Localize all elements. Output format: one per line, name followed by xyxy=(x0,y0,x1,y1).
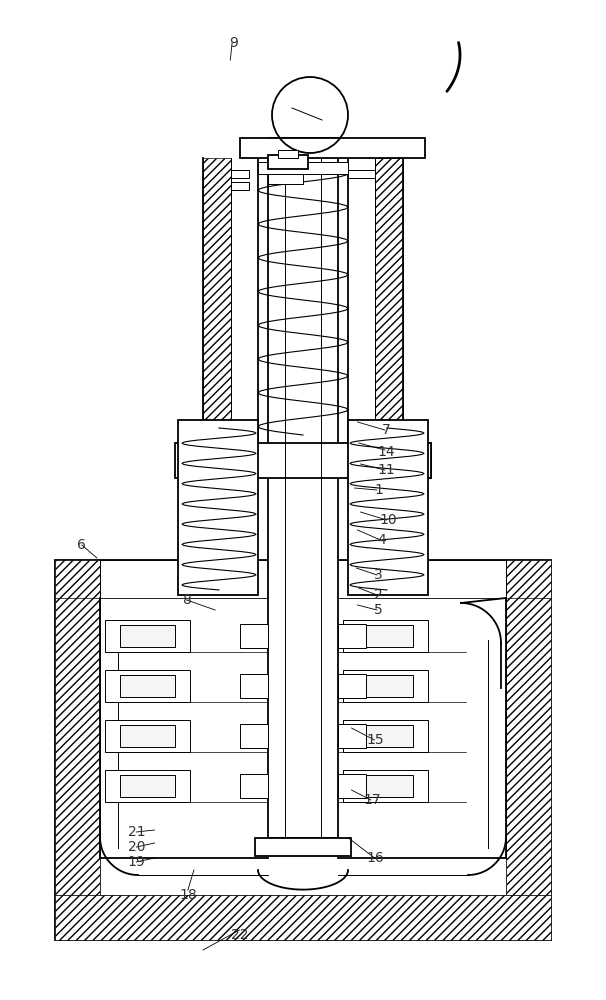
Bar xyxy=(100,560,506,598)
Text: 9: 9 xyxy=(229,36,238,50)
Bar xyxy=(175,443,431,478)
Bar xyxy=(240,674,268,698)
Text: 14: 14 xyxy=(378,445,396,459)
Bar xyxy=(338,624,366,648)
Text: 6: 6 xyxy=(78,538,86,552)
Bar xyxy=(358,625,413,647)
Bar xyxy=(120,725,175,747)
Bar xyxy=(120,625,175,647)
Text: 7: 7 xyxy=(382,423,391,437)
Text: 16: 16 xyxy=(367,851,385,865)
Bar xyxy=(178,420,258,595)
Bar xyxy=(375,443,431,478)
Bar xyxy=(240,138,425,158)
Bar xyxy=(338,724,366,748)
Text: 19: 19 xyxy=(127,855,145,869)
Bar xyxy=(55,895,551,940)
Text: 3: 3 xyxy=(375,568,383,582)
Bar xyxy=(278,150,298,158)
Text: 22: 22 xyxy=(231,928,248,942)
Bar xyxy=(258,162,348,174)
Bar xyxy=(231,182,249,190)
Bar xyxy=(255,838,351,856)
Bar xyxy=(268,138,338,838)
Text: 10: 10 xyxy=(379,513,397,527)
Bar xyxy=(55,560,551,940)
Bar xyxy=(343,620,428,652)
Bar xyxy=(120,675,175,697)
Bar xyxy=(338,774,366,798)
Bar xyxy=(343,670,428,702)
Text: 18: 18 xyxy=(179,888,197,902)
Bar xyxy=(105,770,190,802)
Bar xyxy=(231,170,249,178)
Bar xyxy=(348,170,375,178)
Bar xyxy=(100,598,506,895)
Text: 5: 5 xyxy=(375,603,383,617)
Text: 17: 17 xyxy=(364,793,382,807)
Bar xyxy=(55,560,100,940)
Bar xyxy=(358,775,413,797)
Bar xyxy=(240,774,268,798)
Bar xyxy=(105,670,190,702)
Bar xyxy=(120,775,175,797)
Bar xyxy=(338,674,366,698)
Text: 20: 20 xyxy=(128,840,145,854)
Bar xyxy=(240,724,268,748)
Bar xyxy=(268,155,308,169)
Text: 11: 11 xyxy=(378,463,396,477)
Bar xyxy=(105,620,190,652)
Text: 8: 8 xyxy=(184,593,192,607)
Bar xyxy=(105,720,190,752)
Bar xyxy=(268,174,303,184)
Bar xyxy=(358,675,413,697)
Bar xyxy=(55,895,551,940)
Bar xyxy=(55,560,100,598)
Text: 2: 2 xyxy=(375,588,383,602)
Bar xyxy=(375,158,403,443)
Bar xyxy=(343,720,428,752)
Text: 15: 15 xyxy=(367,733,385,747)
Text: 21: 21 xyxy=(127,825,145,839)
Bar xyxy=(348,420,428,595)
Text: 4: 4 xyxy=(378,533,386,547)
Bar xyxy=(240,624,268,648)
Text: 1: 1 xyxy=(375,483,383,497)
Bar xyxy=(506,560,551,598)
Bar xyxy=(343,770,428,802)
Bar xyxy=(506,560,551,940)
Bar xyxy=(358,725,413,747)
Bar xyxy=(203,158,231,443)
